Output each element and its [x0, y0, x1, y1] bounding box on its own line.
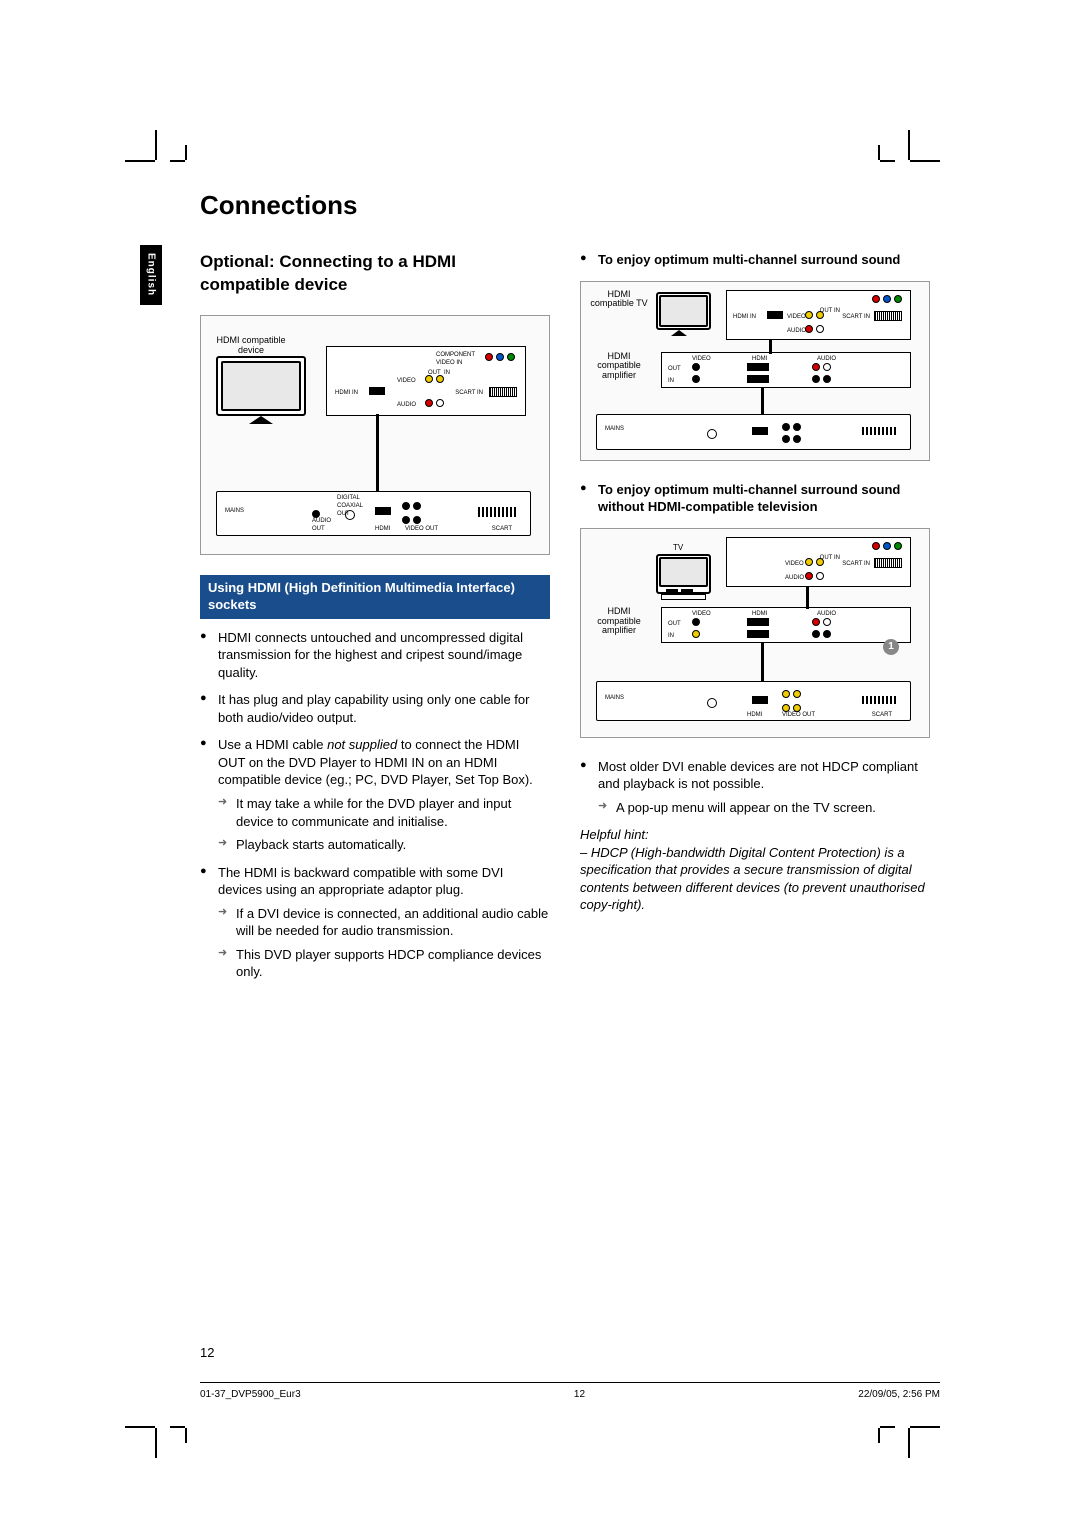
tv-panel: COMPONENTVIDEO IN OUT IN VIDEO HDMI IN S…: [326, 346, 526, 416]
diagram-amp-label: HDMI compatible amplifier: [589, 607, 649, 637]
cable: [761, 643, 764, 683]
list-item: Use a HDMI cable not supplied to connect…: [200, 736, 550, 853]
cable: [761, 388, 764, 416]
crop-mark: [880, 160, 895, 162]
crop-mark: [878, 145, 880, 160]
left-column: Optional: Connecting to a HDMI compatibl…: [200, 251, 550, 991]
cable: [769, 340, 772, 354]
tv-screen-icon: [659, 557, 708, 587]
list-item: Playback starts automatically.: [218, 836, 550, 854]
footer-date: 22/09/05, 2:56 PM: [858, 1389, 940, 1400]
page-title: Connections: [200, 190, 940, 221]
left-bullet-list: HDMI connects untouched and uncompressed…: [200, 629, 550, 981]
arrow-list: A pop-up menu will appear on the TV scre…: [598, 799, 930, 817]
arrow-list: If a DVI device is connected, an additio…: [218, 905, 550, 981]
crop-mark: [908, 1428, 910, 1458]
page-content: English Connections Optional: Connecting…: [140, 190, 940, 1420]
left-subtitle: Optional: Connecting to a HDMI compatibl…: [200, 251, 550, 297]
text: The HDMI is backward compatible with som…: [218, 865, 503, 898]
crop-mark: [908, 130, 910, 160]
text-italic: not supplied: [327, 737, 397, 752]
list-item: The HDMI is backward compatible with som…: [200, 864, 550, 981]
language-tab: English: [140, 245, 162, 305]
tv-button-icon: [681, 589, 693, 593]
list-item: It has plug and play capability using on…: [200, 691, 550, 726]
list-item: HDMI connects untouched and uncompressed…: [200, 629, 550, 682]
dvd-player-icon: MAINS: [596, 414, 911, 450]
tv-stand-icon: [671, 330, 687, 336]
crop-mark: [880, 1426, 895, 1428]
right-bullet-list: Most older DVI enable devices are not HD…: [580, 758, 930, 817]
crop-mark: [185, 145, 187, 160]
diagram-multichannel: HDMI compatible TV OUT IN HDMI IN VIDEO …: [580, 281, 930, 461]
text: Most older DVI enable devices are not HD…: [598, 759, 918, 792]
diagram-tv-label: HDMI compatible TV: [589, 290, 649, 310]
list-item: If a DVI device is connected, an additio…: [218, 905, 550, 940]
tv-stand-icon: [249, 416, 273, 424]
list-item: It may take a while for the DVD player a…: [218, 795, 550, 830]
dvd-player-icon: SCART MAINS HDMI VIDEO OUT: [596, 681, 911, 721]
right-heading-2: To enjoy optimum multi-channel surround …: [580, 481, 930, 516]
crop-mark: [878, 1428, 880, 1443]
diagram-amp-label: HDMI compatible amplifier: [589, 352, 649, 382]
tv-button-icon: [666, 589, 678, 593]
diagram-tv-label: TV: [673, 544, 683, 553]
tv-panel: OUT IN VIDEO SCART IN AUDIO: [726, 537, 911, 587]
tv-panel: OUT IN HDMI IN VIDEO SCART IN AUDIO: [726, 290, 911, 340]
list-item: Most older DVI enable devices are not HD…: [580, 758, 930, 817]
badge-1: 1: [883, 639, 899, 655]
right-heading-1: To enjoy optimum multi-channel surround …: [580, 251, 930, 269]
crop-mark: [125, 1426, 155, 1428]
crop-mark: [185, 1428, 187, 1443]
tv-screen-icon: [659, 295, 708, 327]
list-item: This DVD player supports HDCP compliance…: [218, 946, 550, 981]
crop-mark: [155, 130, 157, 160]
hdmi-cable: [376, 414, 379, 494]
amp-panel: VIDEO HDMI AUDIO OUT IN: [661, 352, 911, 388]
crop-mark: [170, 1426, 185, 1428]
footer-file: 01-37_DVP5900_Eur3: [200, 1389, 301, 1400]
list-item: A pop-up menu will appear on the TV scre…: [598, 799, 930, 817]
diagram-no-hdmi-tv: TV OUT IN VIDEO SCART IN AUDIO HDMI comp…: [580, 528, 930, 738]
tv-screen-icon: [221, 361, 301, 411]
crop-mark: [125, 160, 155, 162]
cable: [806, 587, 809, 609]
content-columns: Optional: Connecting to a HDMI compatibl…: [200, 251, 940, 991]
footer-page: 12: [574, 1389, 585, 1400]
diagram-tv-label: HDMI compatible device: [211, 336, 291, 356]
diagram-hdmi-device: HDMI compatible device COMPONENTVIDEO IN…: [200, 315, 550, 555]
page-footer: 01-37_DVP5900_Eur3 12 22/09/05, 2:56 PM: [200, 1382, 940, 1400]
hint-text: – HDCP (High-bandwidth Digital Content P…: [580, 844, 930, 914]
crop-mark: [155, 1428, 157, 1458]
amp-panel: VIDEO HDMI AUDIO OUT IN: [661, 607, 911, 643]
arrow-list: It may take a while for the DVD player a…: [218, 795, 550, 854]
right-column: To enjoy optimum multi-channel surround …: [580, 251, 930, 991]
page-number: 12: [200, 1345, 214, 1360]
crop-mark: [910, 1426, 940, 1428]
tv-base-icon: [661, 594, 706, 600]
text: Use a HDMI cable: [218, 737, 327, 752]
dvd-player-icon: DIGITALCOAXIALOUT HDMI VIDEO OUT SCART M…: [216, 491, 531, 536]
hint-label: Helpful hint:: [580, 826, 930, 844]
section-header-hdmi: Using HDMI (High Definition Multimedia I…: [200, 575, 550, 619]
crop-mark: [170, 160, 185, 162]
crop-mark: [910, 160, 940, 162]
